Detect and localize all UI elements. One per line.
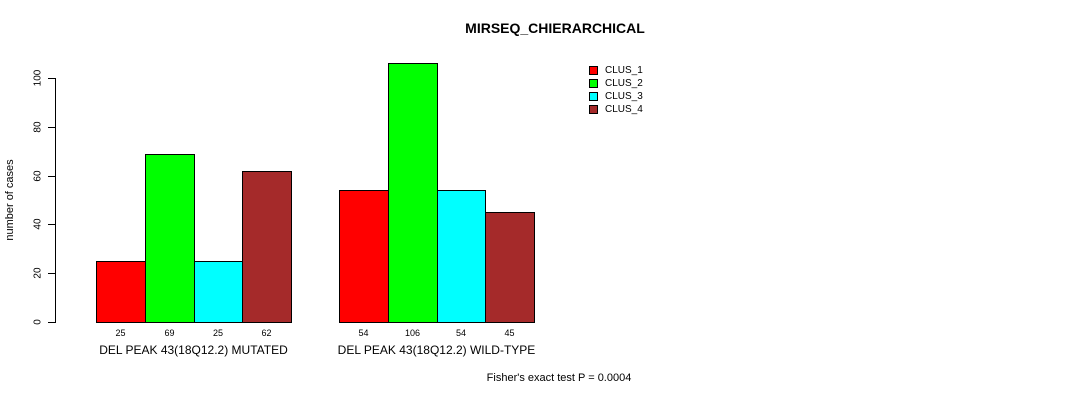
legend-swatch-icon: [589, 66, 598, 75]
bar-CLUS_2-group-0: [145, 154, 195, 323]
bar-CLUS_4-group-1: [485, 212, 535, 323]
bar-value-label: 45: [504, 328, 515, 338]
bar-value-label: 69: [164, 328, 175, 338]
y-tick-label: 40: [32, 218, 44, 230]
pvalue-annotation: Fisher's exact test P = 0.0004: [486, 372, 632, 384]
bar-CLUS_1-group-1: [339, 190, 389, 323]
x-category-label: DEL PEAK 43(18Q12.2) WILD-TYPE: [337, 343, 536, 357]
legend-row-CLUS_3: CLUS_3: [589, 90, 643, 103]
y-tick-label: 0: [32, 319, 44, 325]
legend-row-CLUS_4: CLUS_4: [589, 103, 643, 116]
bar-CLUS_1-group-0: [96, 261, 146, 323]
y-tick: [48, 224, 55, 225]
bar-CLUS_3-group-0: [194, 261, 243, 323]
legend-label: CLUS_3: [605, 91, 643, 102]
y-tick-label: 80: [32, 121, 44, 133]
legend: CLUS_1 CLUS_2 CLUS_3 CLUS_4: [589, 64, 643, 116]
y-axis-label: number of cases: [4, 159, 16, 241]
legend-row-CLUS_1: CLUS_1: [589, 64, 643, 77]
y-axis-line: [55, 78, 56, 323]
legend-label: CLUS_4: [605, 104, 643, 115]
y-tick: [48, 176, 55, 177]
x-category-label: DEL PEAK 43(18Q12.2) MUTATED: [99, 343, 288, 357]
bar-CLUS_2-group-1: [388, 63, 438, 323]
legend-label: CLUS_2: [605, 78, 643, 89]
bar-value-label: 54: [455, 328, 467, 338]
bar-value-label: 25: [212, 328, 224, 338]
y-tick-label: 20: [32, 267, 44, 279]
y-tick: [48, 322, 55, 323]
y-tick: [48, 273, 55, 274]
bar-value-label: 25: [115, 328, 126, 338]
bar-CLUS_3-group-1: [437, 190, 486, 323]
y-tick: [48, 78, 55, 79]
legend-label: CLUS_1: [605, 65, 643, 76]
y-tick-label: 100: [32, 69, 44, 87]
y-tick-label: 60: [32, 170, 44, 182]
bar-CLUS_4-group-0: [242, 171, 292, 323]
legend-row-CLUS_2: CLUS_2: [589, 77, 643, 90]
legend-swatch-icon: [589, 79, 598, 88]
legend-swatch-icon: [589, 92, 598, 101]
chart-title: MIRSEQ_CHIERARCHICAL: [465, 20, 645, 36]
bar-value-label: 106: [404, 328, 421, 338]
y-tick: [48, 127, 55, 128]
legend-swatch-icon: [589, 105, 598, 114]
bar-value-label: 62: [261, 328, 272, 338]
bar-value-label: 54: [358, 328, 369, 338]
